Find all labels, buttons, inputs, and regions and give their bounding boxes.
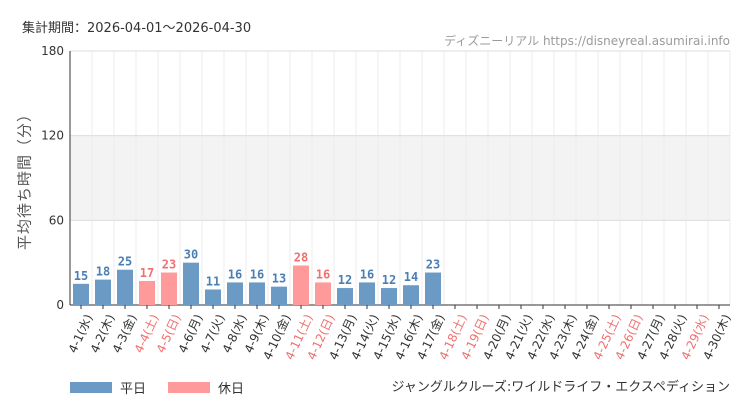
legend-label-weekday: 平日 xyxy=(120,382,147,397)
data-label: 30 xyxy=(184,248,198,262)
data-label: 12 xyxy=(338,273,352,287)
data-label: 15 xyxy=(74,269,88,283)
period-label: 集計期間：2026-04-01～2026-04-30 xyxy=(22,21,252,36)
y-tick-label: 180 xyxy=(41,44,64,58)
data-label: 23 xyxy=(426,258,440,272)
bar xyxy=(337,288,353,305)
legend-swatch-holiday xyxy=(168,382,211,393)
bar xyxy=(271,286,287,305)
bar xyxy=(73,283,89,305)
attraction-name: ジャングルクルーズ:ワイルドライフ・エクスペディション xyxy=(391,380,730,395)
bar xyxy=(315,282,331,305)
data-label: 16 xyxy=(250,267,264,281)
source-label: ディズニーリアル https://disneyreal.asumirai.inf… xyxy=(444,34,730,48)
data-label: 14 xyxy=(404,270,418,284)
data-label: 18 xyxy=(96,265,110,279)
y-tick-label: 120 xyxy=(41,129,64,143)
legend-label-holiday: 休日 xyxy=(218,382,245,397)
wait-time-bar-chart: 0601201804-1(水)154-2(木)184-3(金)254-4(土)1… xyxy=(41,44,734,362)
data-label: 16 xyxy=(316,267,330,281)
data-label: 16 xyxy=(228,267,242,281)
data-label: 13 xyxy=(272,272,286,286)
bar xyxy=(381,288,397,305)
data-label: 16 xyxy=(360,267,374,281)
y-tick-label: 0 xyxy=(56,298,64,312)
legend-item-holiday: 休日 xyxy=(168,378,244,397)
bar xyxy=(227,282,243,305)
bar xyxy=(183,262,199,305)
bar xyxy=(139,281,155,305)
data-label: 12 xyxy=(382,273,396,287)
bar xyxy=(205,289,221,305)
bar xyxy=(95,279,111,305)
y-tick-label: 60 xyxy=(49,213,64,227)
data-label: 11 xyxy=(206,274,220,288)
bar xyxy=(117,269,133,305)
data-label: 17 xyxy=(140,266,154,280)
bar xyxy=(359,282,375,305)
bar xyxy=(293,265,309,305)
bar xyxy=(425,272,441,305)
bar xyxy=(161,272,177,305)
legend-swatch-weekday xyxy=(70,382,112,393)
data-label: 23 xyxy=(162,258,176,272)
legend: 平日 休日 xyxy=(70,378,244,397)
legend-item-weekday: 平日 xyxy=(70,378,146,397)
data-label: 28 xyxy=(294,250,308,264)
bar xyxy=(403,285,419,305)
bar xyxy=(249,282,265,305)
data-label: 25 xyxy=(118,255,132,269)
